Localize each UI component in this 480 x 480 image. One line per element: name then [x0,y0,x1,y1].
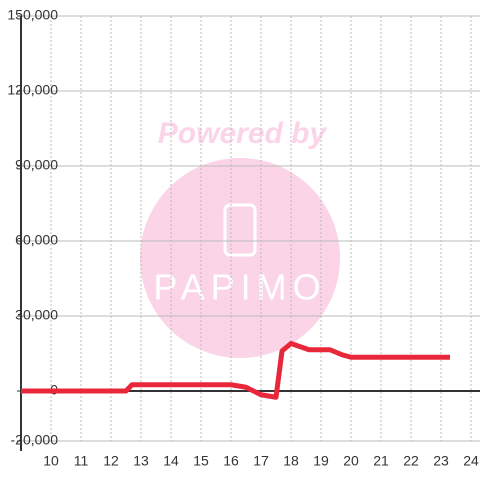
x-tick-label: 20 [343,453,359,469]
x-tick-label: 14 [163,453,179,469]
watermark-phone [223,203,257,257]
x-tick-label: 16 [223,453,239,469]
x-tick-label: 22 [403,453,419,469]
x-tick-label: 11 [74,453,89,469]
x-tick-label: 10 [43,453,59,469]
x-tick-label: 17 [253,453,269,469]
x-tick-label: 18 [283,453,299,469]
watermark-logo: PAPIMO [153,267,326,308]
x-tick-label: 24 [463,453,479,469]
x-tick-label: 21 [373,453,389,469]
y-tick-label: 60,000 [15,232,58,248]
x-tick-label: 23 [433,453,449,469]
x-tick-label: 12 [103,453,119,469]
watermark-circle [140,158,340,358]
x-tick-label: 19 [313,453,329,469]
y-tick-label: -20,000 [11,432,59,448]
x-tick-label: 13 [133,453,149,469]
y-tick-label: 120,000 [7,82,58,98]
watermark: Powered by PAPIMO [140,117,340,358]
data-line [21,341,450,400]
y-tick-label: 30,000 [15,307,58,323]
y-tick-label: 90,000 [15,157,58,173]
watermark-title: Powered by [158,117,328,150]
y-tick-label: 150,000 [7,7,58,23]
x-tick-label: 15 [193,453,209,469]
